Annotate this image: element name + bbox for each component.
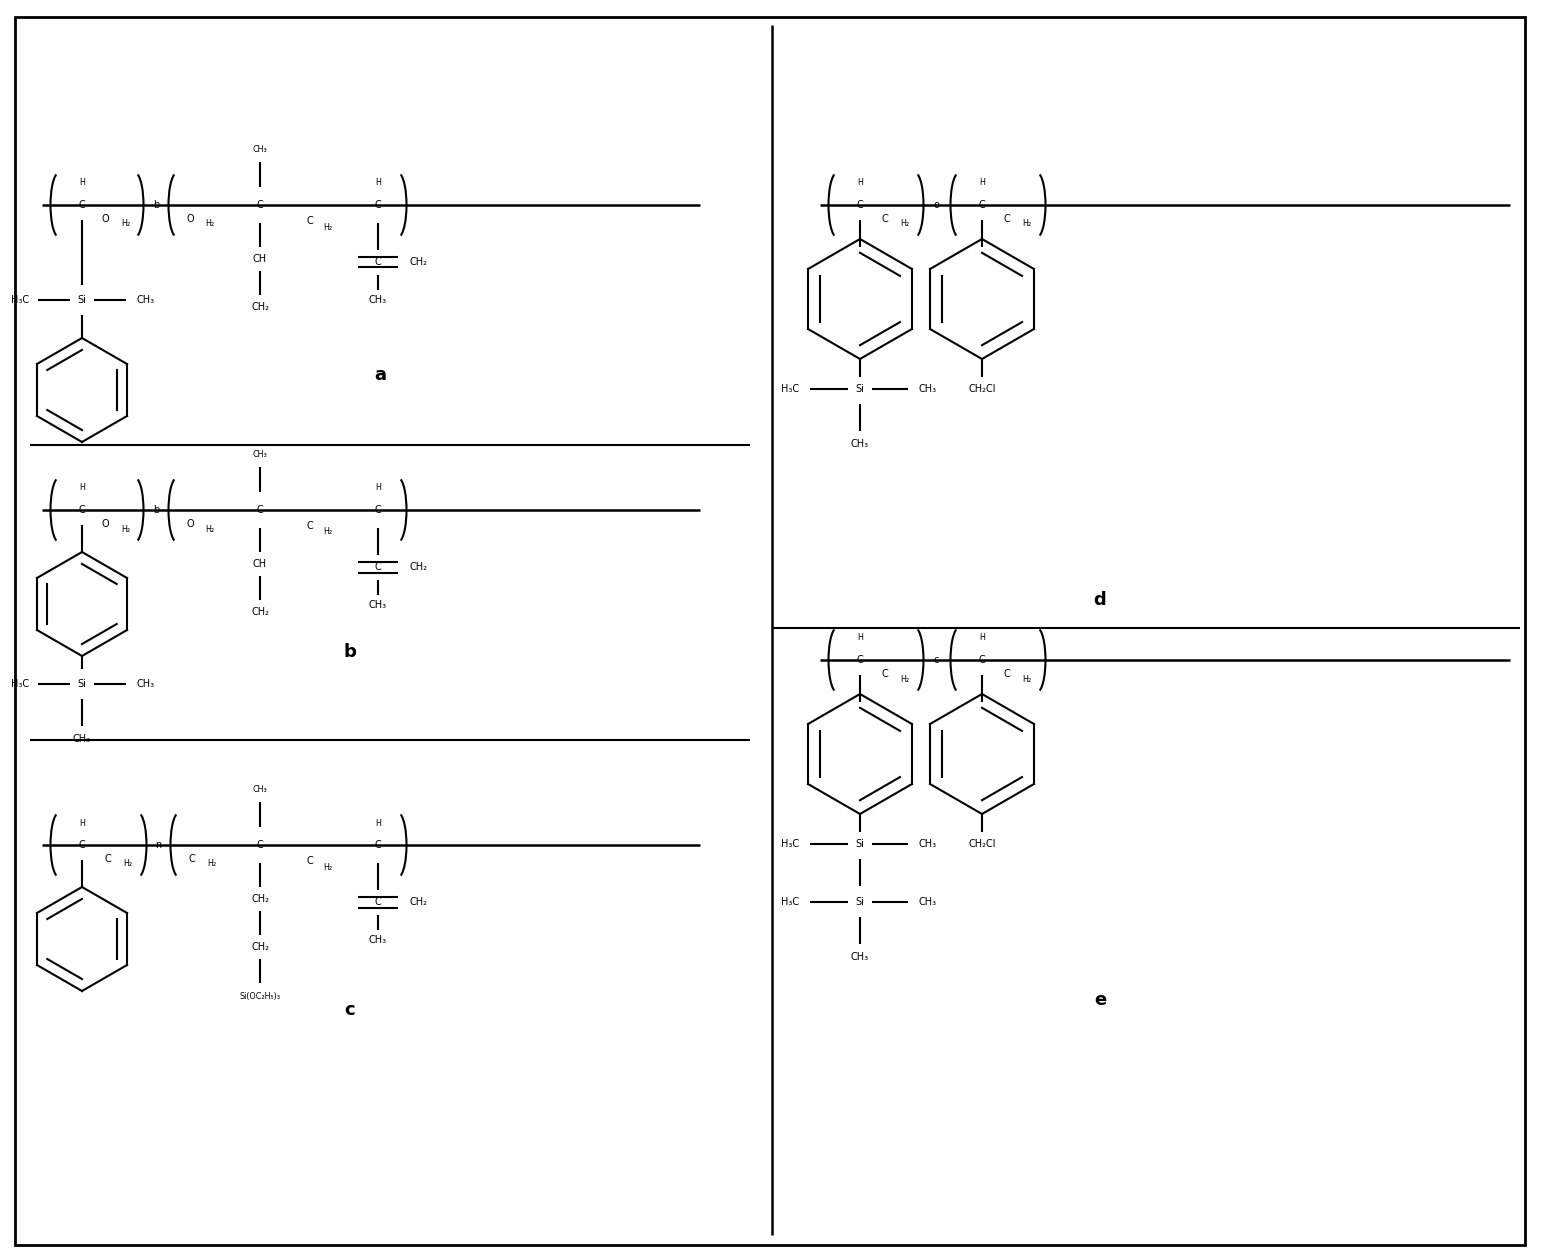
Text: CH₃: CH₃ — [253, 145, 267, 155]
Text: H₂: H₂ — [122, 219, 131, 228]
Text: Si: Si — [856, 897, 865, 907]
Text: H₂: H₂ — [205, 219, 215, 228]
Text: C: C — [978, 655, 986, 665]
Text: Si(OC₂H₅)₃: Si(OC₂H₅)₃ — [239, 993, 281, 1002]
Text: CH₃: CH₃ — [851, 438, 870, 449]
Text: CH₂: CH₂ — [409, 562, 426, 572]
Text: C: C — [374, 562, 382, 572]
Text: CH₂: CH₂ — [250, 607, 269, 617]
Text: Si: Si — [77, 679, 87, 689]
Text: C: C — [882, 214, 888, 224]
Text: O: O — [100, 519, 108, 529]
Text: CH: CH — [253, 559, 267, 570]
Text: CH₂: CH₂ — [409, 257, 426, 267]
Text: CH₃: CH₃ — [73, 735, 91, 743]
Text: c: c — [933, 655, 939, 665]
Text: C: C — [256, 200, 263, 210]
Text: C: C — [188, 854, 195, 864]
Text: CH₃: CH₃ — [138, 679, 154, 689]
Text: C: C — [856, 655, 864, 665]
Text: CH₃: CH₃ — [369, 935, 388, 945]
Text: H₂: H₂ — [1023, 674, 1032, 683]
Text: H₂: H₂ — [323, 863, 332, 872]
Text: H₂: H₂ — [124, 859, 133, 868]
Text: H₂: H₂ — [901, 674, 910, 683]
Text: o: o — [933, 200, 939, 210]
Text: H₂: H₂ — [323, 528, 332, 537]
Text: H₂: H₂ — [323, 223, 332, 232]
Text: C: C — [882, 669, 888, 679]
Text: H₃C: H₃C — [780, 839, 799, 849]
Text: H: H — [857, 179, 864, 188]
Text: H: H — [857, 634, 864, 643]
Text: CH₃: CH₃ — [253, 451, 267, 460]
Text: H₂: H₂ — [205, 524, 215, 533]
Text: H: H — [375, 484, 382, 493]
Text: C: C — [1004, 669, 1010, 679]
Text: CH₃: CH₃ — [919, 897, 938, 907]
Text: CH: CH — [253, 255, 267, 265]
Text: C: C — [978, 200, 986, 210]
Text: CH₂: CH₂ — [250, 942, 269, 953]
Text: H₂: H₂ — [207, 859, 216, 868]
Text: H: H — [79, 819, 85, 828]
Text: C: C — [856, 200, 864, 210]
Text: H₂: H₂ — [901, 219, 910, 228]
Text: H₃C: H₃C — [11, 295, 29, 305]
Text: CH₂: CH₂ — [250, 302, 269, 312]
Text: CH₃: CH₃ — [919, 839, 938, 849]
Text: O: O — [187, 214, 193, 224]
Text: H₂: H₂ — [1023, 219, 1032, 228]
Text: a: a — [374, 365, 386, 384]
Text: C: C — [1004, 214, 1010, 224]
Text: C: C — [256, 840, 263, 851]
Text: CH₃: CH₃ — [369, 600, 388, 610]
Text: C: C — [374, 840, 382, 851]
Text: O: O — [100, 214, 108, 224]
Text: c: c — [345, 1000, 355, 1019]
Text: C: C — [306, 215, 314, 226]
Text: H: H — [980, 634, 986, 643]
Text: CH₃: CH₃ — [369, 295, 388, 305]
Text: b: b — [153, 505, 159, 515]
Text: C: C — [374, 200, 382, 210]
Text: Si: Si — [856, 839, 865, 849]
Text: O: O — [187, 519, 193, 529]
Text: C: C — [256, 505, 263, 515]
Text: CH₂Cl: CH₂Cl — [969, 384, 995, 394]
Text: H: H — [375, 179, 382, 188]
Text: CH₃: CH₃ — [919, 384, 938, 394]
Text: e: e — [1094, 992, 1106, 1009]
Text: C: C — [79, 200, 85, 210]
Text: C: C — [374, 897, 382, 907]
Text: H₃C: H₃C — [780, 384, 799, 394]
Text: CH₃: CH₃ — [851, 953, 870, 961]
Text: H₃C: H₃C — [780, 897, 799, 907]
Text: C: C — [374, 505, 382, 515]
Text: C: C — [374, 257, 382, 267]
Text: H₃C: H₃C — [11, 679, 29, 689]
Text: Si: Si — [77, 295, 87, 305]
Text: H: H — [980, 179, 986, 188]
Text: H: H — [79, 484, 85, 493]
Text: C: C — [79, 840, 85, 851]
Text: b: b — [343, 643, 357, 662]
Text: C: C — [105, 854, 111, 864]
Text: H: H — [375, 819, 382, 828]
Text: H: H — [79, 179, 85, 188]
FancyBboxPatch shape — [15, 16, 1525, 1245]
Text: CH₂Cl: CH₂Cl — [969, 839, 995, 849]
Text: CH₂: CH₂ — [409, 897, 426, 907]
Text: d: d — [1094, 591, 1106, 609]
Text: n: n — [154, 840, 161, 851]
Text: C: C — [306, 856, 314, 866]
Text: CH₃: CH₃ — [253, 785, 267, 795]
Text: CH₂: CH₂ — [250, 895, 269, 903]
Text: CH₃: CH₃ — [138, 295, 154, 305]
Text: b: b — [153, 200, 159, 210]
Text: H₂: H₂ — [122, 524, 131, 533]
Text: C: C — [79, 505, 85, 515]
Text: Si: Si — [856, 384, 865, 394]
Text: C: C — [306, 520, 314, 530]
